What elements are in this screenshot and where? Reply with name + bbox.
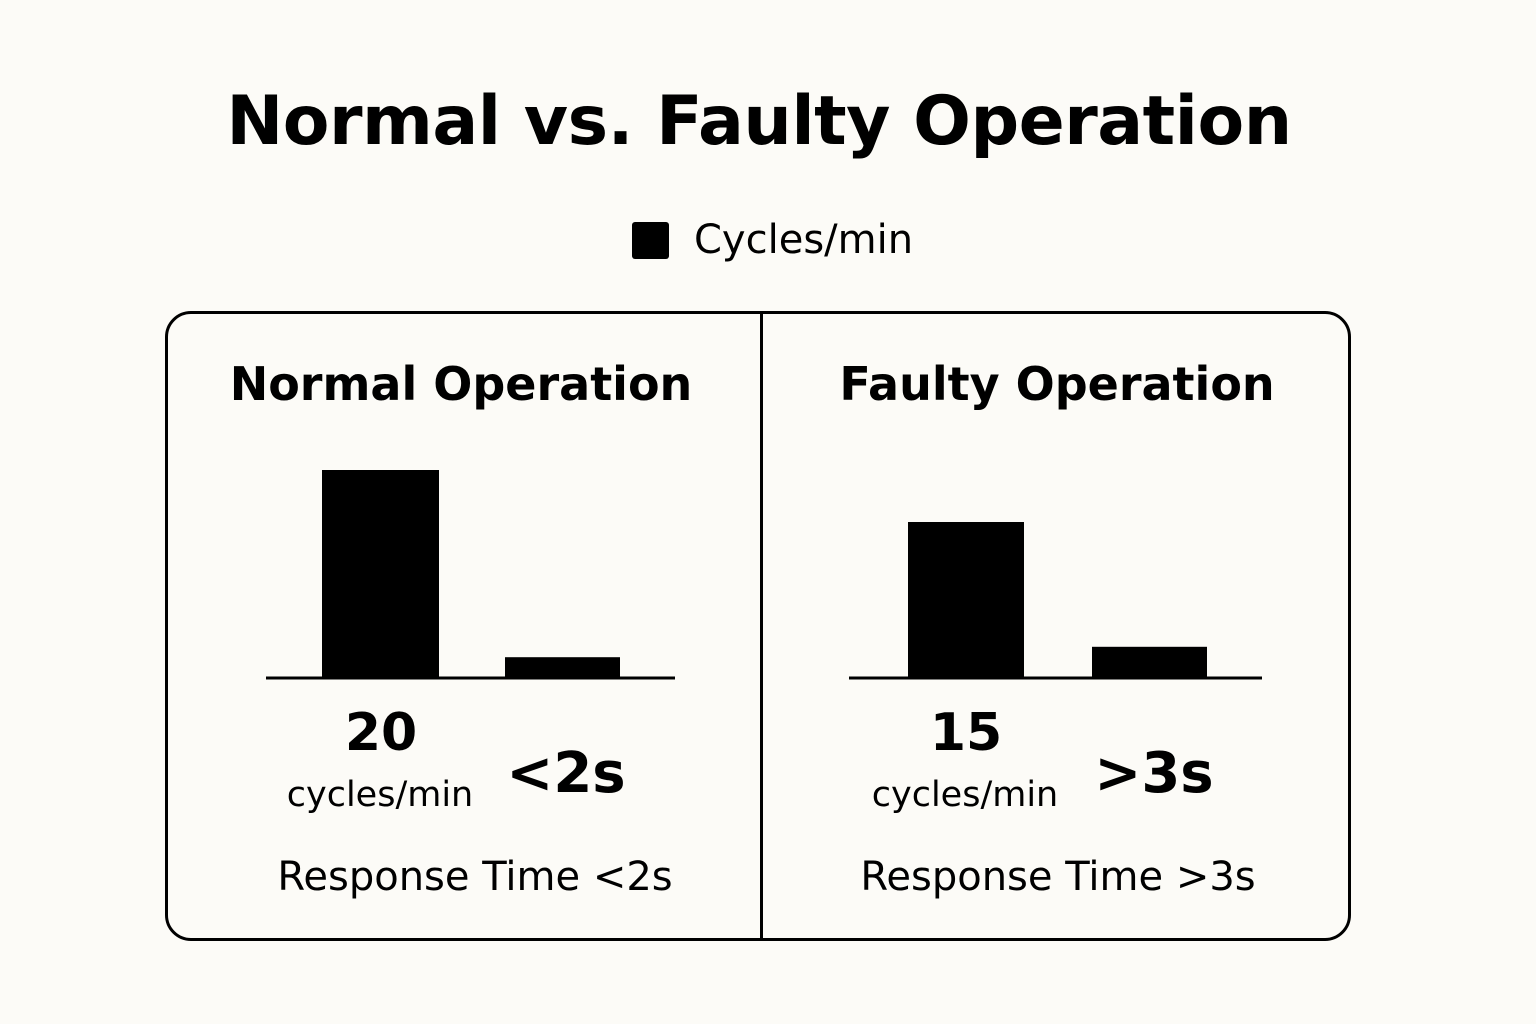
legend-label: Cycles/min [694, 217, 914, 263]
normal-response-value: <2s [506, 741, 626, 806]
panel-frame [165, 311, 1351, 941]
panel-title-normal: Normal Operation [229, 357, 693, 411]
faulty-response-value: >3s [1094, 741, 1214, 806]
normal-bar-cycles [322, 470, 439, 678]
faulty-bar-cycles [908, 522, 1024, 678]
faulty-cycles-value: 15 [929, 703, 1003, 763]
faulty-cycles-unit: cycles/min [871, 775, 1059, 815]
normal-cycles-unit: cycles/min [286, 775, 474, 815]
chart-title: Normal vs. Faulty Operation [226, 82, 1292, 161]
normal-cycles-value: 20 [344, 703, 418, 763]
normal-caption: Response Time <2s [277, 854, 673, 900]
faulty-bar-response [1092, 646, 1207, 678]
legend: Cycles/min [632, 214, 913, 266]
panel-divider [760, 313, 763, 940]
normal-bar-response [505, 657, 620, 678]
faulty-caption: Response Time >3s [860, 854, 1256, 900]
panel-title-faulty: Faulty Operation [839, 357, 1275, 411]
legend-swatch [632, 221, 669, 259]
